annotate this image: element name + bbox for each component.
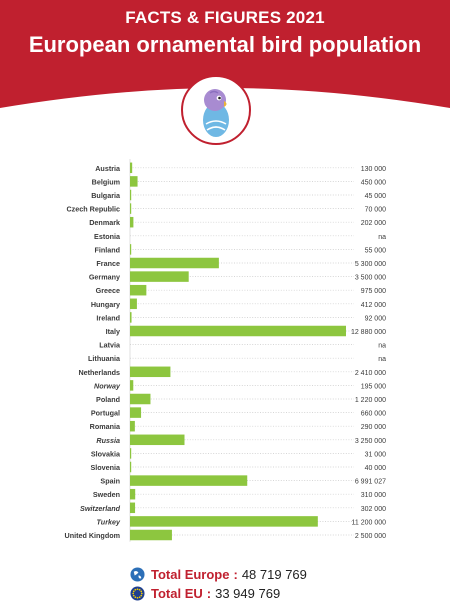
- bar-romania: [130, 420, 135, 432]
- category-label: Estonia: [94, 232, 121, 241]
- bar-bulgaria: [130, 189, 132, 201]
- value-label: 1 220 000: [355, 397, 386, 404]
- value-label: 975 000: [361, 288, 386, 295]
- category-label: Turkey: [97, 517, 121, 526]
- category-label: Netherlands: [78, 368, 120, 377]
- page-title: European ornamental bird population: [28, 32, 422, 57]
- value-label: 290 000: [361, 424, 386, 431]
- category-label: Finland: [94, 245, 120, 254]
- category-label: Switzerland: [80, 504, 121, 513]
- total-europe-separator: :: [233, 566, 238, 582]
- value-label: 412 000: [361, 302, 386, 309]
- bar-chart: Austria 130 000 Belgium 450 000 Bulgaria 45 0…: [65, 159, 387, 542]
- category-label: Romania: [90, 422, 121, 431]
- bar-ireland: [130, 312, 132, 323]
- category-label: Poland: [96, 395, 120, 404]
- budgie-icon: [180, 74, 252, 146]
- total-europe-row: Total Europe : 48 719 769: [130, 565, 307, 583]
- bar-sweden: [130, 488, 136, 500]
- value-label: 3 250 000: [355, 438, 386, 445]
- category-label: Portugal: [91, 409, 120, 418]
- total-eu-value: 33 949 769: [215, 585, 281, 601]
- category-label: Sweden: [93, 490, 120, 499]
- value-label: 5 300 000: [355, 261, 386, 268]
- bar-hungary: [130, 298, 137, 310]
- bar-netherlands: [130, 366, 171, 378]
- bar-austria: [130, 162, 133, 174]
- bar-finland: [130, 244, 132, 255]
- bar-united-kingdom: [130, 529, 172, 541]
- bar-turkey: [130, 516, 318, 527]
- bar-greece: [130, 284, 147, 296]
- value-label: 92 000: [365, 315, 387, 322]
- category-label: Czech Republic: [66, 205, 120, 214]
- bar-belgium: [130, 176, 138, 187]
- value-label: 3 500 000: [355, 275, 386, 282]
- bar-switzerland: [130, 502, 136, 514]
- total-europe-label: Total Europe: [151, 566, 230, 582]
- value-label: 130 000: [361, 166, 386, 173]
- bar-slovenia: [130, 461, 132, 473]
- category-label: Belgium: [92, 177, 120, 186]
- value-label: 2 500 000: [355, 533, 386, 540]
- category-label: Hungary: [91, 300, 120, 309]
- value-label: 6 991 027: [355, 479, 386, 486]
- category-label: Bulgaria: [91, 191, 121, 200]
- total-europe-value: 48 719 769: [241, 566, 307, 582]
- value-label: na: [378, 234, 386, 241]
- bar-russia: [130, 434, 185, 446]
- category-label: Lithuania: [88, 354, 121, 363]
- value-label: 40 000: [365, 465, 387, 472]
- bar-poland: [130, 393, 151, 405]
- value-label: 310 000: [361, 492, 386, 499]
- bar-italy: [130, 325, 346, 337]
- category-label: France: [96, 259, 120, 268]
- category-label: Spain: [100, 477, 120, 486]
- value-label: 12 880 000: [351, 329, 386, 336]
- total-eu-separator: :: [206, 585, 212, 601]
- category-label: Latvia: [99, 341, 121, 350]
- eu-stars-icon: [130, 585, 145, 601]
- value-label: na: [378, 343, 386, 350]
- header-band: [0, 0, 450, 160]
- category-label: Norway: [94, 381, 121, 390]
- category-label: Austria: [95, 164, 121, 173]
- value-label: 195 000: [361, 383, 386, 390]
- value-label: 45 000: [365, 193, 387, 200]
- bar-portugal: [130, 407, 142, 418]
- globe-icon: [130, 566, 145, 582]
- bar-czech-republic: [130, 203, 132, 214]
- category-label: Russia: [96, 436, 120, 445]
- category-label: Italy: [106, 327, 120, 336]
- total-eu-label: Total EU: [151, 585, 203, 601]
- bar-spain: [130, 475, 248, 486]
- bar-denmark: [130, 216, 134, 228]
- bar-slovakia: [130, 448, 132, 459]
- category-label: Greece: [96, 286, 120, 295]
- category-label: Germany: [89, 273, 120, 282]
- total-eu-row: Total EU : 33 949 769: [130, 584, 280, 602]
- bar-germany: [130, 271, 189, 282]
- category-label: Denmark: [89, 218, 120, 227]
- category-label: Slovenia: [90, 463, 121, 472]
- value-label: 55 000: [365, 247, 387, 254]
- value-label: 660 000: [361, 411, 386, 418]
- page-subtitle: FACTS & FIGURES 2021: [125, 8, 325, 27]
- value-label: 11 200 000: [351, 519, 386, 526]
- header-wave: [0, 0, 450, 108]
- value-label: 70 000: [365, 207, 387, 214]
- bar-france: [130, 257, 219, 269]
- value-label: 31 000: [365, 451, 387, 458]
- category-label: Ireland: [96, 313, 120, 322]
- value-label: 450 000: [361, 179, 386, 186]
- value-label: na: [378, 356, 386, 363]
- value-label: 302 000: [361, 506, 386, 513]
- category-label: Slovakia: [91, 449, 121, 458]
- category-label: United Kingdom: [65, 531, 121, 540]
- value-label: 2 410 000: [355, 370, 386, 377]
- value-label: 202 000: [361, 220, 386, 227]
- bar-norway: [130, 380, 134, 391]
